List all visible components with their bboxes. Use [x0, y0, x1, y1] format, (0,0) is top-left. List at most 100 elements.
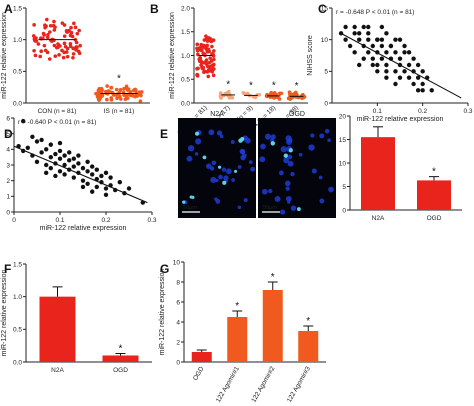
chart-c-point [402, 50, 407, 55]
chart-e: 05101520GFAP positive cells(%)N2A*OGD [325, 113, 462, 222]
nucleus-blue [287, 200, 291, 204]
chart-b-point [210, 44, 214, 49]
chart-c-point [411, 81, 416, 87]
chart-d-point [30, 134, 35, 139]
chart-a-point [60, 21, 65, 25]
chart-a-point [45, 35, 50, 40]
chart-b-point [198, 45, 203, 50]
chart-c-point [357, 37, 362, 42]
chart-d-point [80, 178, 86, 183]
chart-b-y-label: miR-122 relative expression [169, 12, 176, 99]
chart-g-y-label: miR-122 relative expression [159, 269, 166, 356]
chart-d-point [117, 180, 123, 185]
chart-a-point [62, 41, 67, 46]
chart-c-point [388, 43, 394, 49]
chart-b-point [243, 92, 247, 96]
chart-a-point [100, 88, 104, 92]
chart-d-point [44, 162, 49, 168]
chart-d-point [48, 142, 53, 147]
chart-d-point [67, 158, 72, 163]
chart-c-point [415, 75, 421, 80]
chart-c-point [397, 75, 403, 80]
chart-d-point [85, 169, 90, 174]
micrograph-label: N2A [210, 111, 224, 118]
chart-f: 0.0 0.5 1.0 1.5 miR-122 relative expression N… [1, 261, 152, 374]
chart-a-point [32, 48, 36, 53]
chart-d-point [90, 172, 95, 177]
chart-b-point [279, 91, 284, 96]
chart-f-x-tick-label: OGD [113, 367, 128, 374]
nucleus-blue [308, 144, 315, 151]
chart-a-y-tick-label: 0.0 [13, 100, 22, 107]
chart-d-point [57, 140, 63, 146]
chart-a-point [65, 54, 70, 59]
nucleus-blue [284, 180, 291, 187]
gfap-positive-cell [270, 141, 276, 146]
chart-b-y-tick-label: 0.5 [181, 77, 190, 84]
chart-a-point [45, 50, 50, 55]
chart-c-x-label: miR-122 relative expression [357, 116, 444, 123]
chart-e-bar [417, 180, 451, 210]
chart-b-point [202, 38, 207, 42]
chart-d-point [67, 150, 72, 155]
chart-c-point [375, 69, 380, 74]
chart-b-point [197, 58, 202, 62]
chart-d-y-tick-label: 0 [6, 209, 10, 216]
chart-e-y-tick-label: 5 [342, 184, 346, 191]
chart-d-y-tick-label: 1 [6, 194, 10, 201]
nucleus-blue [280, 146, 287, 153]
nucleus-blue [259, 156, 266, 163]
chart-d-point [108, 175, 113, 180]
nucleus-blue [215, 198, 221, 204]
chart-b-point [206, 74, 211, 79]
nucleus-blue [225, 168, 232, 175]
nucleus-blue [223, 175, 229, 181]
chart-a-point [32, 23, 36, 27]
chart-g-x-tick-label: 122 Agomir#3 [286, 365, 312, 404]
panel-letter-a: A [4, 2, 13, 16]
chart-b-point [207, 68, 211, 72]
chart-a-point [67, 28, 71, 33]
nucleus-blue [285, 195, 292, 202]
chart-d-point [126, 186, 132, 191]
chart-g-x-tick-label: OGD [192, 365, 206, 382]
nucleus-blue [274, 195, 281, 202]
chart-a-point [65, 46, 70, 51]
nucleus-blue [260, 143, 266, 150]
chart-b-point [205, 39, 210, 43]
nucleus-blue [215, 178, 219, 183]
chart-d: 0123456Infarct volume (mm³)00.10.20.3miR… [6, 115, 157, 232]
chart-b: 0.0 0.5 1.0 1.5 2.0 miR-122 relative expressi… [169, 5, 308, 137]
chart-b-point [195, 42, 200, 47]
chart-c-point [338, 31, 344, 36]
chart-a-point [98, 96, 103, 100]
chart-c-point [397, 56, 403, 61]
chart-g-significance-star: * [235, 301, 239, 312]
chart-a-point [69, 25, 73, 30]
nucleus-blue [237, 165, 242, 169]
chart-c-x-tick-label: 0.3 [463, 108, 472, 115]
chart-c-point [384, 69, 389, 74]
chart-a-point [75, 31, 80, 36]
chart-c-point [379, 43, 385, 49]
chart-d-point [34, 139, 40, 144]
chart-a-point [133, 89, 138, 93]
chart-e-y-tick-label: 15 [339, 137, 347, 144]
chart-a-point [42, 33, 46, 37]
chart-g-significance-star: * [306, 316, 310, 327]
chart-c-point [347, 43, 353, 49]
chart-a-significance-star: * [117, 73, 121, 84]
nucleus-blue [283, 157, 290, 164]
chart-c-point [343, 24, 348, 30]
chart-g-y-tick-label: 8 [176, 279, 180, 286]
nucleus-blue [195, 138, 202, 145]
chart-b-point [206, 47, 211, 52]
chart-a-point [64, 50, 69, 54]
chart-b-point [218, 91, 223, 95]
chart-d-x-label: miR-122 relative expression [40, 225, 127, 232]
chart-a-point [71, 46, 75, 51]
chart-a-point [52, 43, 57, 48]
chart-a-point [43, 25, 47, 30]
gfap-positive-cell [194, 131, 200, 136]
chart-e-y-tick-label: 0 [342, 207, 346, 214]
